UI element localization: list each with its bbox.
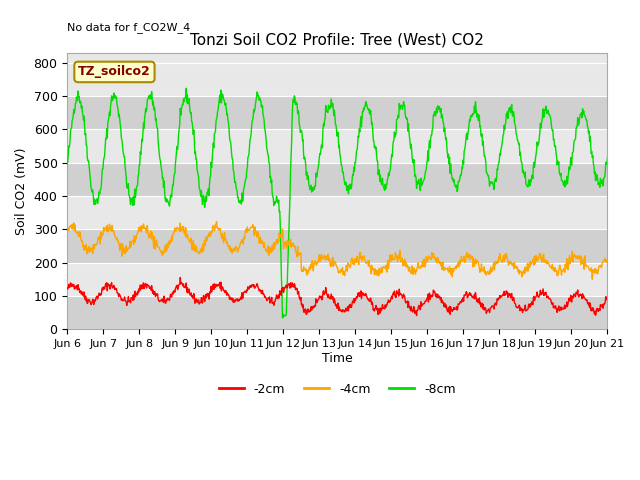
Bar (67, 62, 607, 96)
Bar (67, 196, 607, 229)
X-axis label: Time: Time (322, 352, 353, 365)
Bar (67, 163, 607, 196)
Bar (67, 229, 607, 263)
Bar (67, 96, 607, 129)
Bar (67, 263, 607, 296)
Bar (67, 296, 607, 329)
Text: TZ_soilco2: TZ_soilco2 (78, 65, 151, 78)
Legend: -2cm, -4cm, -8cm: -2cm, -4cm, -8cm (214, 378, 461, 401)
Text: No data for f_CO2W_4: No data for f_CO2W_4 (67, 23, 191, 33)
Y-axis label: Soil CO2 (mV): Soil CO2 (mV) (15, 147, 28, 235)
Bar (67, 129, 607, 163)
Title: Tonzi Soil CO2 Profile: Tree (West) CO2: Tonzi Soil CO2 Profile: Tree (West) CO2 (191, 32, 484, 47)
